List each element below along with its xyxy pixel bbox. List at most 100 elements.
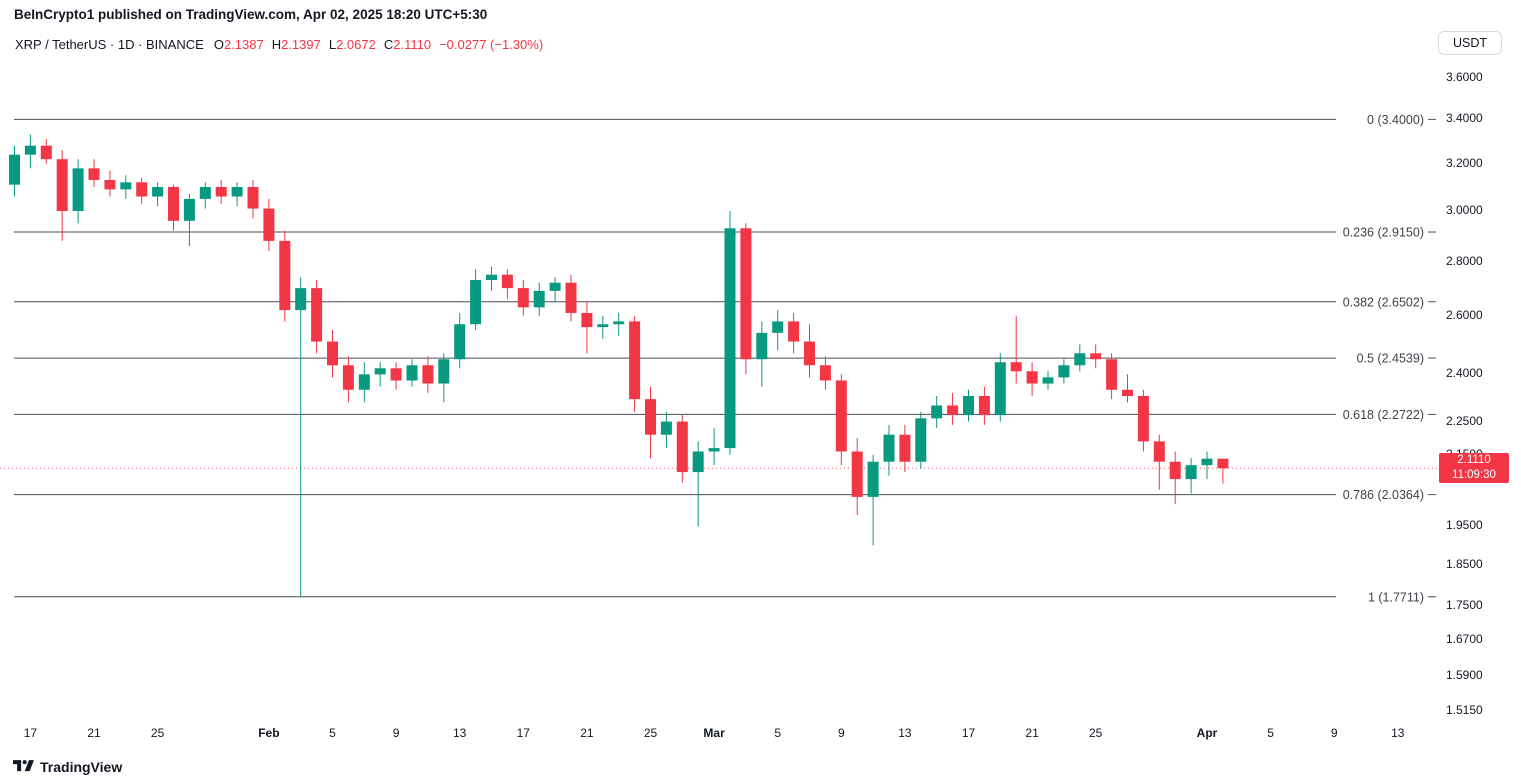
candle-body[interactable] [565,282,577,313]
price-axis-label: 1.5150 [1446,703,1483,718]
candle-body[interactable] [549,282,561,291]
candle-body[interactable] [358,374,370,390]
tradingview-logo-icon [13,760,34,772]
candle-body[interactable] [279,240,291,311]
candle-body[interactable] [374,368,386,375]
time-axis-label: 5 [774,726,782,740]
candle-body[interactable] [199,186,211,199]
candle-body[interactable] [406,365,418,381]
candle-body[interactable] [1153,441,1165,462]
candle-body[interactable] [613,321,625,325]
time-axis-label: 13 [1391,726,1405,740]
time-axis-label: 13 [898,726,912,740]
watermark-label: TradingView [40,758,123,775]
candle-body[interactable] [24,145,36,155]
candle-body[interactable] [295,288,307,311]
candle-body[interactable] [88,168,100,180]
candle-body[interactable] [215,186,227,197]
candle-body[interactable] [247,186,259,209]
candle-body[interactable] [867,461,879,497]
candle-body[interactable] [676,421,688,473]
ohlc-close: C 2.1110 [383,37,432,52]
candle-body[interactable] [327,341,338,366]
price-axis[interactable]: 2.1110 11:09:30 3.6000 3.4000 3.2000 3.0000… [1437,0,1521,752]
candle-body[interactable] [724,228,736,449]
candle-body[interactable] [263,208,275,241]
time-axis[interactable]: 17 21 25 Feb 5 9 13 17 21 25 Mar 5 9 13 17 21 25 Apr 5 9 13 [0,0,1437,752]
fib-label: 0.618 (2.2722) [1343,408,1424,422]
candle-body[interactable] [645,399,656,435]
candle-body[interactable] [311,288,323,342]
tradingview-watermark[interactable]: TradingView [13,758,122,775]
candle-body[interactable] [1090,353,1102,360]
attribution-text: BeInCrypto1 published on TradingView.com… [14,7,488,22]
candle-body[interactable] [819,365,831,381]
candle-body[interactable] [422,365,434,384]
candle-body[interactable] [692,451,704,473]
candle-body[interactable] [1185,465,1197,480]
candle-body[interactable] [788,321,800,342]
candle-body[interactable] [438,359,450,384]
candle-body[interactable] [915,418,927,462]
candle-body[interactable] [501,274,513,289]
candle-body[interactable] [1010,362,1022,372]
candle-body[interactable] [1137,396,1149,442]
candle-body[interactable] [1106,359,1118,390]
candle-body[interactable] [947,405,959,416]
candle-body[interactable] [470,280,482,325]
candle-body[interactable] [56,159,68,211]
candlestick-chart[interactable]: 0 (3.4000) 0.236 (2.9150) 0.382 (2.6502) 0.… [0,0,1437,752]
currency-toggle-button[interactable]: USDT [1437,31,1502,55]
candle-body[interactable] [72,168,84,211]
candle-body[interactable] [597,324,609,328]
candle-body[interactable] [756,332,768,360]
price-axis-label: 2.4000 [1446,366,1483,381]
candle-body[interactable] [1217,458,1229,469]
candle-body[interactable] [851,451,863,497]
candle-body[interactable] [660,421,672,435]
price-axis-label: 1.9500 [1446,518,1483,533]
candle-body[interactable] [168,186,179,221]
candle-body[interactable] [342,365,354,390]
candle-body[interactable] [835,380,847,452]
candle-body[interactable] [740,228,752,360]
candle-body[interactable] [390,368,402,381]
candle-body[interactable] [931,405,943,419]
candle-body[interactable] [963,396,974,416]
candle-body[interactable] [772,321,784,333]
candle-body[interactable] [517,288,529,308]
symbol-title[interactable]: XRP / TetherUS · 1D · BINANCE [15,37,204,52]
candle-body[interactable] [581,312,593,328]
candle-body[interactable] [883,434,895,462]
candle-body[interactable] [454,324,466,360]
candle-body[interactable] [899,434,911,462]
candle-body[interactable] [136,182,148,197]
candle-body[interactable] [9,154,20,185]
candle-body[interactable] [1201,458,1213,466]
candle-body[interactable] [629,321,641,400]
candle-body[interactable] [994,362,1006,416]
candle-body[interactable] [104,179,116,190]
candle-body[interactable] [120,182,132,190]
price-axis-label: 2.8000 [1446,253,1483,268]
candle-body[interactable] [1026,371,1038,384]
time-axis-label: 17 [961,726,976,740]
candle-body[interactable] [708,448,720,452]
candle-body[interactable] [533,290,545,308]
candle-body[interactable] [804,341,815,366]
candle-body[interactable] [231,186,243,197]
candle-body[interactable] [1122,389,1133,397]
candle-body[interactable] [978,396,990,416]
candle-body[interactable] [1042,377,1054,384]
candle-body[interactable] [152,186,164,197]
candle-body[interactable] [1074,353,1086,366]
candle-body[interactable] [1058,365,1070,378]
candle-body[interactable] [1169,461,1181,480]
candle-body[interactable] [486,274,497,281]
candle-body[interactable] [40,145,52,160]
price-axis-label: 1.5900 [1446,667,1483,682]
time-axis-label: 9 [392,726,400,740]
candle-body[interactable] [183,198,195,221]
fib-label: 1 (1.7711) [1368,590,1424,604]
